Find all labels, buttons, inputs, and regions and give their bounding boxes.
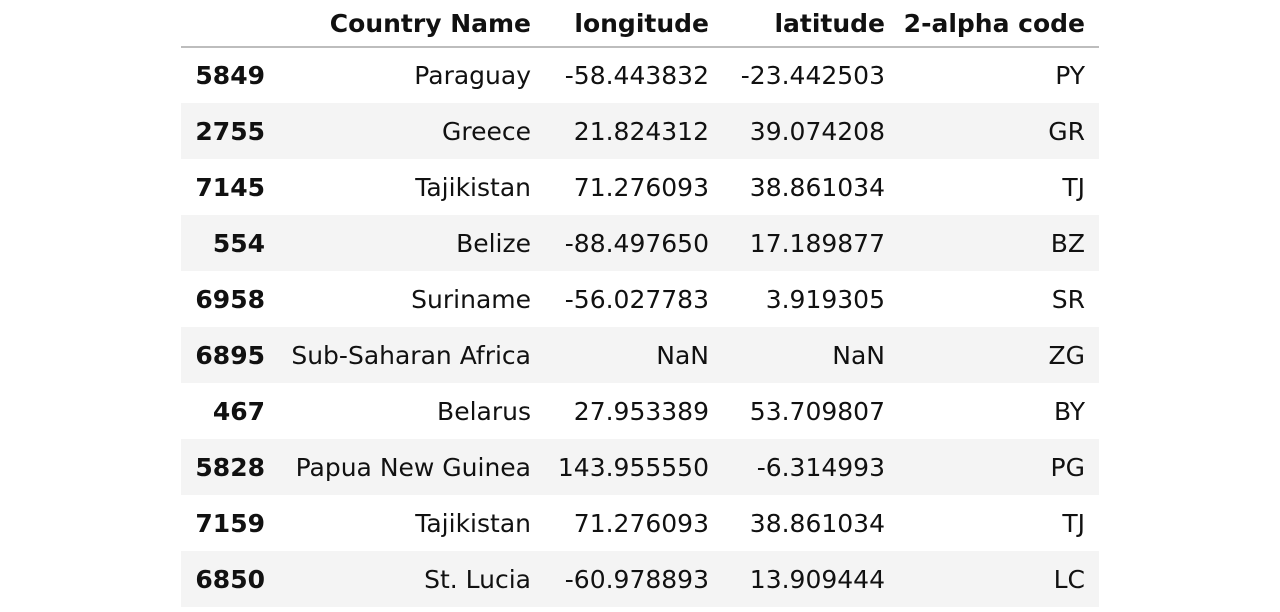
table-body: 5849 Paraguay -58.443832 -23.442503 PY 2755 Gr…	[181, 47, 1099, 607]
header-row: Country Name longitude latitude 2-alpha …	[181, 0, 1099, 48]
country-name-cell: Sub-Saharan Africa	[291, 340, 531, 370]
country-name-cell: Greece	[442, 116, 531, 146]
country-name-column-header: Country Name	[279, 0, 545, 48]
longitude-cell: -88.497650	[564, 228, 709, 258]
alpha-code-cell: TJ	[1062, 172, 1085, 202]
alpha-code-cell: SR	[1051, 284, 1085, 314]
latitude-cell: -6.314993	[756, 452, 885, 482]
longitude-cell: -58.443832	[564, 61, 709, 90]
alpha-code-cell: BY	[1053, 396, 1085, 426]
country-name-cell: Belarus	[437, 396, 531, 426]
longitude-cell: NaN	[656, 340, 709, 370]
country-name-cell: Tajikistan	[415, 172, 531, 202]
country-name-cell: Belize	[456, 228, 531, 258]
row-index: 554	[212, 228, 265, 258]
table-row: 5849 Paraguay -58.443832 -23.442503 PY	[181, 47, 1099, 103]
row-index: 2755	[195, 116, 265, 146]
table-row: 6895 Sub-Saharan Africa NaN NaN ZG	[181, 327, 1099, 383]
country-name-cell: St. Lucia	[424, 564, 531, 594]
longitude-cell: 71.276093	[573, 508, 709, 538]
dataframe-table: Country Name longitude latitude 2-alpha …	[181, 0, 1099, 607]
index-column-header	[181, 0, 279, 48]
row-index: 467	[212, 396, 265, 426]
latitude-cell: 13.909444	[749, 564, 885, 594]
row-index: 5849	[195, 61, 265, 90]
latitude-cell: NaN	[832, 340, 885, 370]
country-name-cell: Papua New Guinea	[295, 452, 531, 482]
table-row: 6958 Suriname -56.027783 3.919305 SR	[181, 271, 1099, 327]
row-index: 5828	[195, 452, 265, 482]
country-name-cell: Paraguay	[414, 61, 531, 90]
latitude-column-header: latitude	[723, 0, 899, 48]
dataframe-container: Country Name longitude latitude 2-alpha …	[181, 0, 1099, 607]
alpha-code-cell: PG	[1050, 452, 1085, 482]
table-row: 7145 Tajikistan 71.276093 38.861034 TJ	[181, 159, 1099, 215]
table-row: 6850 St. Lucia -60.978893 13.909444 LC	[181, 551, 1099, 607]
longitude-cell: 21.824312	[573, 116, 709, 146]
row-index: 7145	[195, 172, 265, 202]
latitude-cell: 3.919305	[765, 284, 885, 314]
alpha-code-cell: BZ	[1050, 228, 1085, 258]
table-row: 554 Belize -88.497650 17.189877 BZ	[181, 215, 1099, 271]
alpha-code-column-header: 2-alpha code	[899, 0, 1099, 48]
longitude-cell: 143.955550	[557, 452, 709, 482]
row-index: 6895	[195, 340, 265, 370]
longitude-cell: -60.978893	[564, 564, 709, 594]
longitude-cell: 71.276093	[573, 172, 709, 202]
latitude-cell: 39.074208	[749, 116, 885, 146]
longitude-cell: -56.027783	[564, 284, 709, 314]
table-row: 467 Belarus 27.953389 53.709807 BY	[181, 383, 1099, 439]
table-header: Country Name longitude latitude 2-alpha …	[181, 0, 1099, 48]
alpha-code-cell: GR	[1048, 116, 1085, 146]
latitude-cell: -23.442503	[740, 61, 885, 90]
alpha-code-cell: PY	[1055, 61, 1085, 90]
alpha-code-cell: TJ	[1062, 508, 1085, 538]
alpha-code-cell: LC	[1053, 564, 1085, 594]
table-row: 5828 Papua New Guinea 143.955550 -6.314993 P…	[181, 439, 1099, 495]
alpha-code-cell: ZG	[1048, 340, 1086, 370]
row-index: 6958	[195, 284, 265, 314]
country-name-cell: Tajikistan	[415, 508, 531, 538]
country-name-cell: Suriname	[411, 284, 531, 314]
table-row: 2755 Greece 21.824312 39.074208 GR	[181, 103, 1099, 159]
longitude-cell: 27.953389	[573, 396, 709, 426]
latitude-cell: 38.861034	[749, 508, 885, 538]
longitude-column-header: longitude	[545, 0, 723, 48]
latitude-cell: 53.709807	[749, 396, 885, 426]
row-index: 7159	[195, 508, 265, 538]
row-index: 6850	[195, 564, 265, 594]
latitude-cell: 17.189877	[749, 228, 885, 258]
latitude-cell: 38.861034	[749, 172, 885, 202]
table-row: 7159 Tajikistan 71.276093 38.861034 TJ	[181, 495, 1099, 551]
